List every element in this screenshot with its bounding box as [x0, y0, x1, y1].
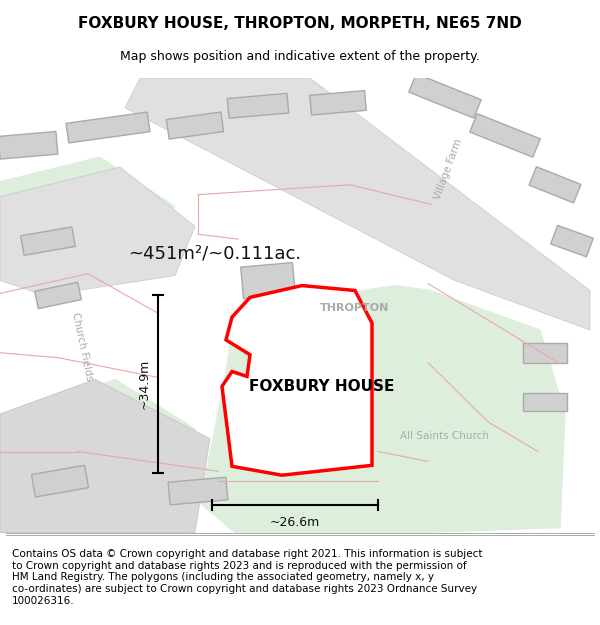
- Text: ~26.6m: ~26.6m: [270, 516, 320, 529]
- Polygon shape: [523, 393, 567, 411]
- Polygon shape: [35, 282, 82, 309]
- Polygon shape: [168, 478, 228, 505]
- Text: FOXBURY HOUSE: FOXBURY HOUSE: [250, 379, 395, 394]
- Text: Contains OS data © Crown copyright and database right 2021. This information is : Contains OS data © Crown copyright and d…: [12, 549, 482, 606]
- Polygon shape: [529, 167, 581, 203]
- Polygon shape: [551, 226, 593, 257]
- Polygon shape: [241, 262, 295, 299]
- Text: THROPTON: THROPTON: [320, 303, 389, 313]
- Polygon shape: [523, 343, 567, 362]
- Polygon shape: [125, 78, 590, 330]
- Polygon shape: [222, 286, 372, 475]
- Polygon shape: [288, 324, 328, 355]
- Polygon shape: [0, 167, 195, 296]
- Text: All Saints Church: All Saints Church: [401, 431, 490, 441]
- Polygon shape: [31, 466, 89, 497]
- Polygon shape: [20, 227, 76, 255]
- Text: Village Farm: Village Farm: [433, 137, 464, 201]
- Polygon shape: [227, 93, 289, 118]
- Polygon shape: [310, 91, 366, 115]
- Polygon shape: [0, 157, 175, 271]
- Polygon shape: [166, 112, 224, 139]
- Polygon shape: [200, 286, 565, 532]
- Polygon shape: [409, 74, 481, 118]
- Text: Church Fields: Church Fields: [70, 311, 94, 382]
- Polygon shape: [0, 379, 195, 532]
- Polygon shape: [0, 379, 210, 532]
- Polygon shape: [0, 131, 58, 159]
- Text: ~34.9m: ~34.9m: [137, 359, 151, 409]
- Text: FOXBURY HOUSE, THROPTON, MORPETH, NE65 7ND: FOXBURY HOUSE, THROPTON, MORPETH, NE65 7…: [78, 16, 522, 31]
- Polygon shape: [470, 114, 540, 157]
- Polygon shape: [66, 112, 150, 143]
- Text: Map shows position and indicative extent of the property.: Map shows position and indicative extent…: [120, 50, 480, 62]
- Text: ~451m²/~0.111ac.: ~451m²/~0.111ac.: [128, 245, 302, 263]
